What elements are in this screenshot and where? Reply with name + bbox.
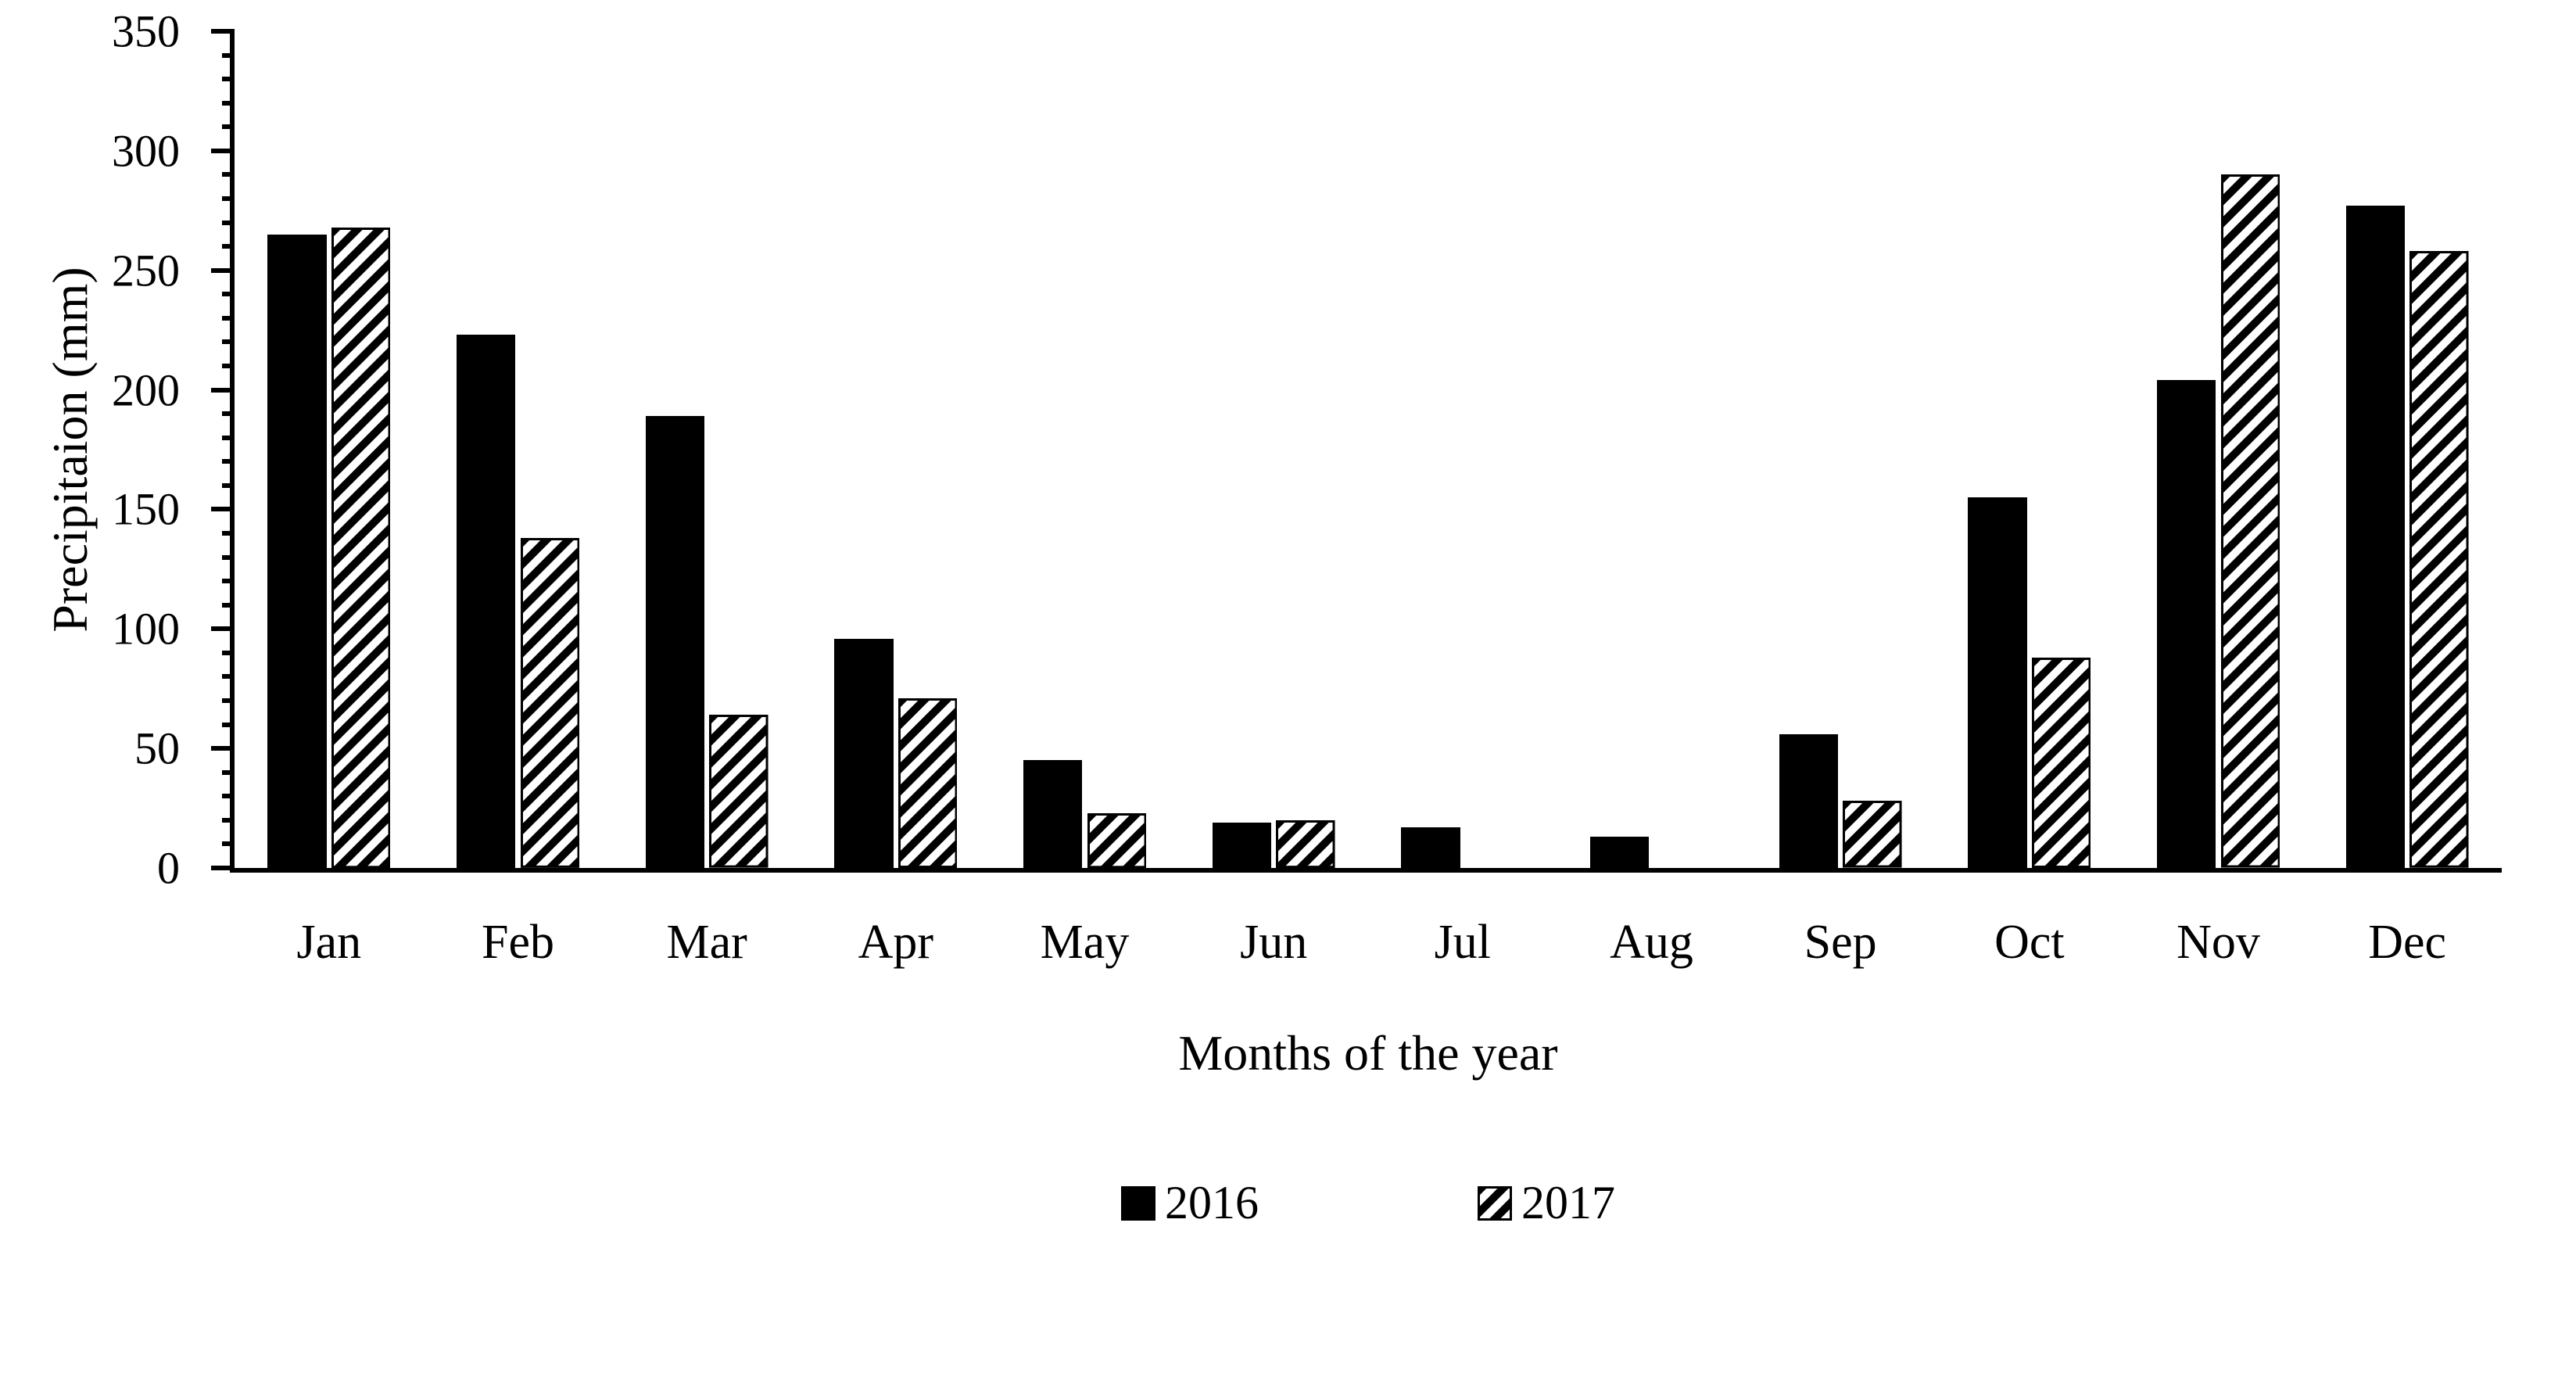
- bar-2016-aug: [1590, 837, 1650, 868]
- y-major-tick: [211, 29, 235, 34]
- bar-2017-may: [1087, 813, 1147, 868]
- legend-label: 2017: [1521, 1176, 1615, 1230]
- y-minor-tick: [222, 603, 235, 608]
- y-major-tick: [211, 626, 235, 631]
- bar-2016-jul: [1401, 827, 1460, 868]
- y-tick-label: 350: [0, 5, 180, 58]
- x-axis-line: [230, 868, 2502, 873]
- y-minor-tick: [222, 698, 235, 703]
- bar-2017-mar: [709, 715, 769, 868]
- y-major-tick: [211, 388, 235, 393]
- y-minor-tick: [222, 818, 235, 823]
- bar-2016-may: [1023, 760, 1083, 868]
- bar-2017-dec: [2409, 251, 2469, 868]
- x-tick-label: Nov: [2177, 915, 2260, 970]
- legend-item-2016: 2016: [1121, 1176, 1259, 1230]
- bar-2016-sep: [1779, 734, 1839, 868]
- bar-2017-sep: [1843, 801, 1902, 868]
- x-tick-label: Aug: [1610, 915, 1693, 970]
- y-minor-tick: [222, 841, 235, 846]
- y-tick-label: 0: [0, 842, 180, 895]
- y-minor-tick: [222, 794, 235, 798]
- bar-2016-nov: [2157, 380, 2216, 868]
- y-minor-tick: [222, 172, 235, 177]
- y-major-tick: [211, 507, 235, 511]
- bar-2016-dec: [2346, 206, 2406, 868]
- y-tick-label: 300: [0, 124, 180, 177]
- y-minor-tick: [222, 651, 235, 655]
- y-minor-tick: [222, 411, 235, 416]
- y-minor-tick: [222, 555, 235, 560]
- x-tick-label: Sep: [1804, 915, 1877, 970]
- y-minor-tick: [222, 723, 235, 727]
- bar-2017-feb: [521, 538, 580, 868]
- y-major-tick: [211, 149, 235, 153]
- y-minor-tick: [222, 244, 235, 249]
- bar-2017-jun: [1276, 820, 1335, 868]
- y-minor-tick: [222, 53, 235, 58]
- legend: 2016 2017: [1121, 1176, 1615, 1230]
- y-axis-line: [230, 31, 235, 868]
- x-tick-label: May: [1041, 915, 1130, 970]
- y-minor-tick: [222, 292, 235, 296]
- legend-swatch-2016: [1121, 1186, 1155, 1221]
- bar-2016-jan: [267, 235, 327, 868]
- x-tick-label: Jul: [1435, 915, 1491, 970]
- y-axis-label: Precipitaion (mm): [41, 267, 99, 632]
- y-minor-tick: [222, 364, 235, 368]
- y-minor-tick: [222, 339, 235, 344]
- plot-area: [235, 31, 2502, 868]
- legend-item-2017: 2017: [1478, 1176, 1615, 1230]
- precipitation-chart: 050100150200250300350JanFebMarAprMayJunJ…: [0, 0, 2576, 1395]
- y-minor-tick: [222, 221, 235, 225]
- bar-2017-apr: [898, 698, 958, 868]
- y-major-tick: [211, 866, 235, 870]
- x-tick-label: Jun: [1240, 915, 1307, 970]
- y-minor-tick: [222, 316, 235, 321]
- bar-2016-oct: [1968, 497, 2027, 868]
- bar-2016-mar: [646, 416, 705, 868]
- x-tick-label: Apr: [858, 915, 933, 970]
- y-minor-tick: [222, 531, 235, 536]
- x-tick-label: Oct: [1994, 915, 2065, 970]
- y-tick-label: 50: [0, 723, 180, 775]
- y-minor-tick: [222, 436, 235, 440]
- y-major-tick: [211, 746, 235, 751]
- bar-2016-jun: [1213, 823, 1272, 868]
- x-tick-label: Dec: [2368, 915, 2446, 970]
- x-axis-label: Months of the year: [1178, 1024, 1557, 1082]
- x-tick-label: Feb: [482, 915, 554, 970]
- bar-2016-feb: [457, 335, 516, 868]
- legend-label: 2016: [1165, 1176, 1259, 1230]
- y-minor-tick: [222, 77, 235, 81]
- x-tick-label: Mar: [667, 915, 747, 970]
- y-minor-tick: [222, 101, 235, 106]
- bar-2017-oct: [2032, 658, 2091, 868]
- legend-swatch-2017: [1478, 1186, 1512, 1221]
- y-minor-tick: [222, 579, 235, 583]
- y-minor-tick: [222, 196, 235, 201]
- bar-2017-nov: [2221, 174, 2280, 868]
- y-minor-tick: [222, 770, 235, 775]
- bar-2017-jan: [331, 228, 391, 868]
- y-minor-tick: [222, 483, 235, 488]
- y-minor-tick: [222, 459, 235, 464]
- y-major-tick: [211, 268, 235, 273]
- bar-2016-apr: [834, 639, 894, 868]
- y-minor-tick: [222, 674, 235, 679]
- x-tick-label: Jan: [297, 915, 362, 970]
- y-minor-tick: [222, 124, 235, 129]
